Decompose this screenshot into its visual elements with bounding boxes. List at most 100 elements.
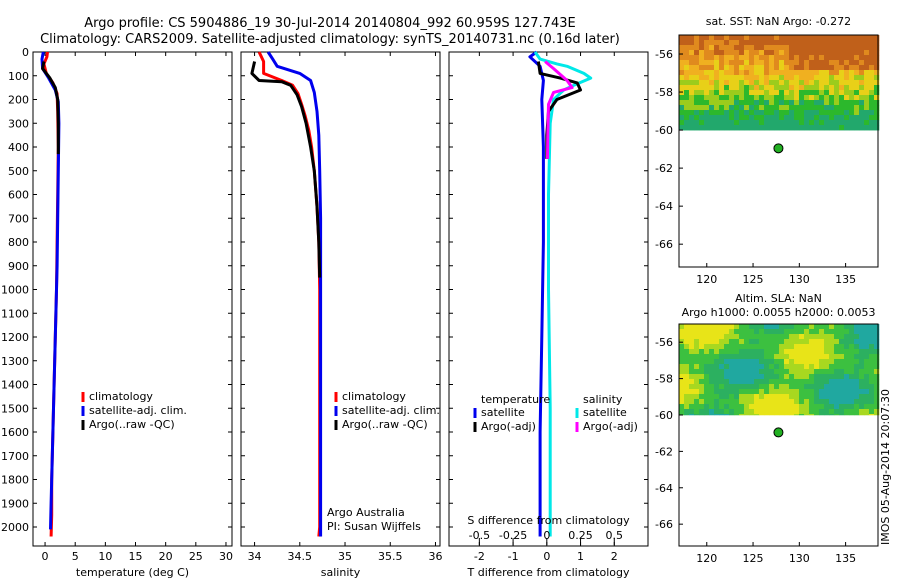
map-x-tick-label: 125 [743,273,764,286]
map-cell [759,374,765,380]
map-cell [719,339,725,345]
map-cell [694,65,700,71]
map-cell [724,75,730,81]
map-cell [774,105,780,111]
map-cell [874,379,880,385]
map-cell [834,85,840,91]
map-cell [724,105,730,111]
map-cell [724,55,730,61]
map-cell [769,45,775,51]
map-cell [684,70,690,76]
map-cell [864,120,870,126]
map-cell [819,404,825,410]
map-cell [694,409,700,415]
map-cell [804,125,810,131]
map-cell [719,75,725,81]
map-cell [689,60,695,66]
map-cell [794,70,800,76]
map-cell [709,324,715,330]
map-cell [849,110,855,116]
map-cell [804,50,810,56]
map-cell [864,399,870,405]
map-cell [679,369,685,375]
map-cell [714,60,720,66]
map-cell [834,409,840,415]
map-cell [729,40,735,46]
map-cell [854,105,860,111]
map-cell [809,75,815,81]
map-cell [724,379,730,385]
y-tick-label: 1800 [1,474,29,487]
map-cell [764,409,770,415]
map-cell [849,339,855,345]
map-cell [759,120,765,126]
map-cell [699,414,705,416]
map-cell [874,349,880,355]
map-cell [734,75,740,81]
map-cell [749,339,755,345]
map-cell [799,359,805,365]
map-cell [764,85,770,91]
map-cell [759,85,765,91]
map-cell [804,394,810,400]
map-cell [874,60,880,66]
map-cell [744,329,750,335]
map-cell [699,110,705,116]
map-cell [724,364,730,370]
map-frame [678,34,879,268]
map-cell [704,125,710,131]
map-cell [759,354,765,360]
map-cell [809,364,815,370]
map-cell [849,50,855,56]
map-cell [759,70,765,76]
map-cell [804,384,810,390]
map-cell [839,95,845,101]
map-cell [719,409,725,415]
map-cell [714,404,720,410]
map-cell [854,95,860,101]
map-cell [764,125,770,131]
map-cell [794,334,800,340]
map-cell [699,349,705,355]
map-cell [769,50,775,56]
map-cell [784,115,790,121]
map-cell [704,110,710,116]
map-cell [774,379,780,385]
map-cell [824,65,830,71]
map-cell [704,45,710,51]
map-cell [859,35,865,41]
legend-label: Argo(..raw -QC) [89,418,175,431]
map-cell [789,384,795,390]
map-cell [689,95,695,101]
map-cell [844,369,850,375]
map-cell [789,95,795,101]
map-cell [719,85,725,91]
map-cell [724,90,730,96]
map-cell [834,414,840,416]
map-cell [824,40,830,46]
map-cell [769,100,775,106]
map-cell [724,65,730,71]
map-cell [784,35,790,41]
map-cell [719,329,725,335]
map-cell [749,404,755,410]
map-y-tick-label: -62 [655,445,673,458]
map-cell [794,85,800,91]
map-cell [694,120,700,126]
map-cell [824,110,830,116]
map-cell [869,334,875,340]
map-cell [769,364,775,370]
map-cell [849,359,855,365]
map-cell [739,100,745,106]
map-cell [724,414,730,416]
map-cell [794,389,800,395]
map-cell [729,60,735,66]
map-cell [819,354,825,360]
map-cell [684,384,690,390]
map-cell [809,125,815,131]
map-cell [689,404,695,410]
map-cell [809,50,815,56]
map-cell [679,364,685,370]
map-cell [829,45,835,51]
y-tick-label: 2000 [1,521,29,534]
